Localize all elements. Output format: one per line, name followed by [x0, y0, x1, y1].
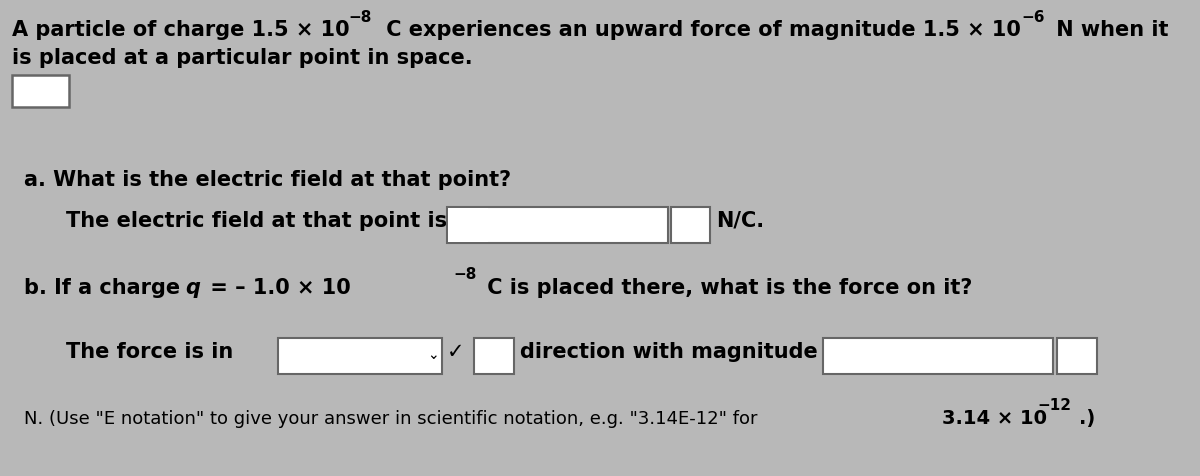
FancyBboxPatch shape [474, 338, 514, 374]
Text: A particle of charge 1.5 × 10: A particle of charge 1.5 × 10 [12, 20, 349, 40]
FancyBboxPatch shape [277, 338, 443, 374]
Text: ✓: ✓ [448, 342, 464, 362]
Text: N when it: N when it [1049, 20, 1169, 40]
Text: −8: −8 [348, 10, 372, 25]
Text: .): .) [1079, 409, 1096, 428]
Text: −12: −12 [1037, 398, 1072, 413]
FancyBboxPatch shape [449, 208, 487, 242]
Text: C experiences an upward force of magnitude 1.5 × 10: C experiences an upward force of magnitu… [379, 20, 1021, 40]
Text: C is placed there, what is the force on it?: C is placed there, what is the force on … [480, 278, 973, 298]
Text: −8: −8 [452, 267, 476, 282]
Text: a. What is the electric field at that point?: a. What is the electric field at that po… [24, 170, 511, 190]
FancyBboxPatch shape [12, 75, 70, 107]
Text: direction with magnitude: direction with magnitude [520, 342, 817, 362]
Text: b. If a charge: b. If a charge [24, 278, 187, 298]
Text: 3.14 × 10: 3.14 × 10 [942, 409, 1046, 428]
FancyBboxPatch shape [822, 338, 1052, 374]
Text: The force is in: The force is in [66, 342, 233, 362]
Text: ⌄: ⌄ [427, 348, 438, 362]
FancyBboxPatch shape [671, 207, 710, 243]
Text: The electric field at that point is: The electric field at that point is [66, 211, 446, 231]
Text: −6: −6 [1021, 10, 1045, 25]
FancyBboxPatch shape [448, 207, 667, 243]
Text: N. (Use "E notation" to give your answer in scientific notation, e.g. "3.14E-12": N. (Use "E notation" to give your answer… [24, 410, 763, 428]
FancyBboxPatch shape [1057, 338, 1097, 374]
Text: N/C.: N/C. [716, 211, 764, 231]
Text: q: q [185, 278, 199, 298]
Text: is placed at a particular point in space.: is placed at a particular point in space… [12, 48, 473, 68]
Text: = – 1.0 × 10: = – 1.0 × 10 [203, 278, 350, 298]
